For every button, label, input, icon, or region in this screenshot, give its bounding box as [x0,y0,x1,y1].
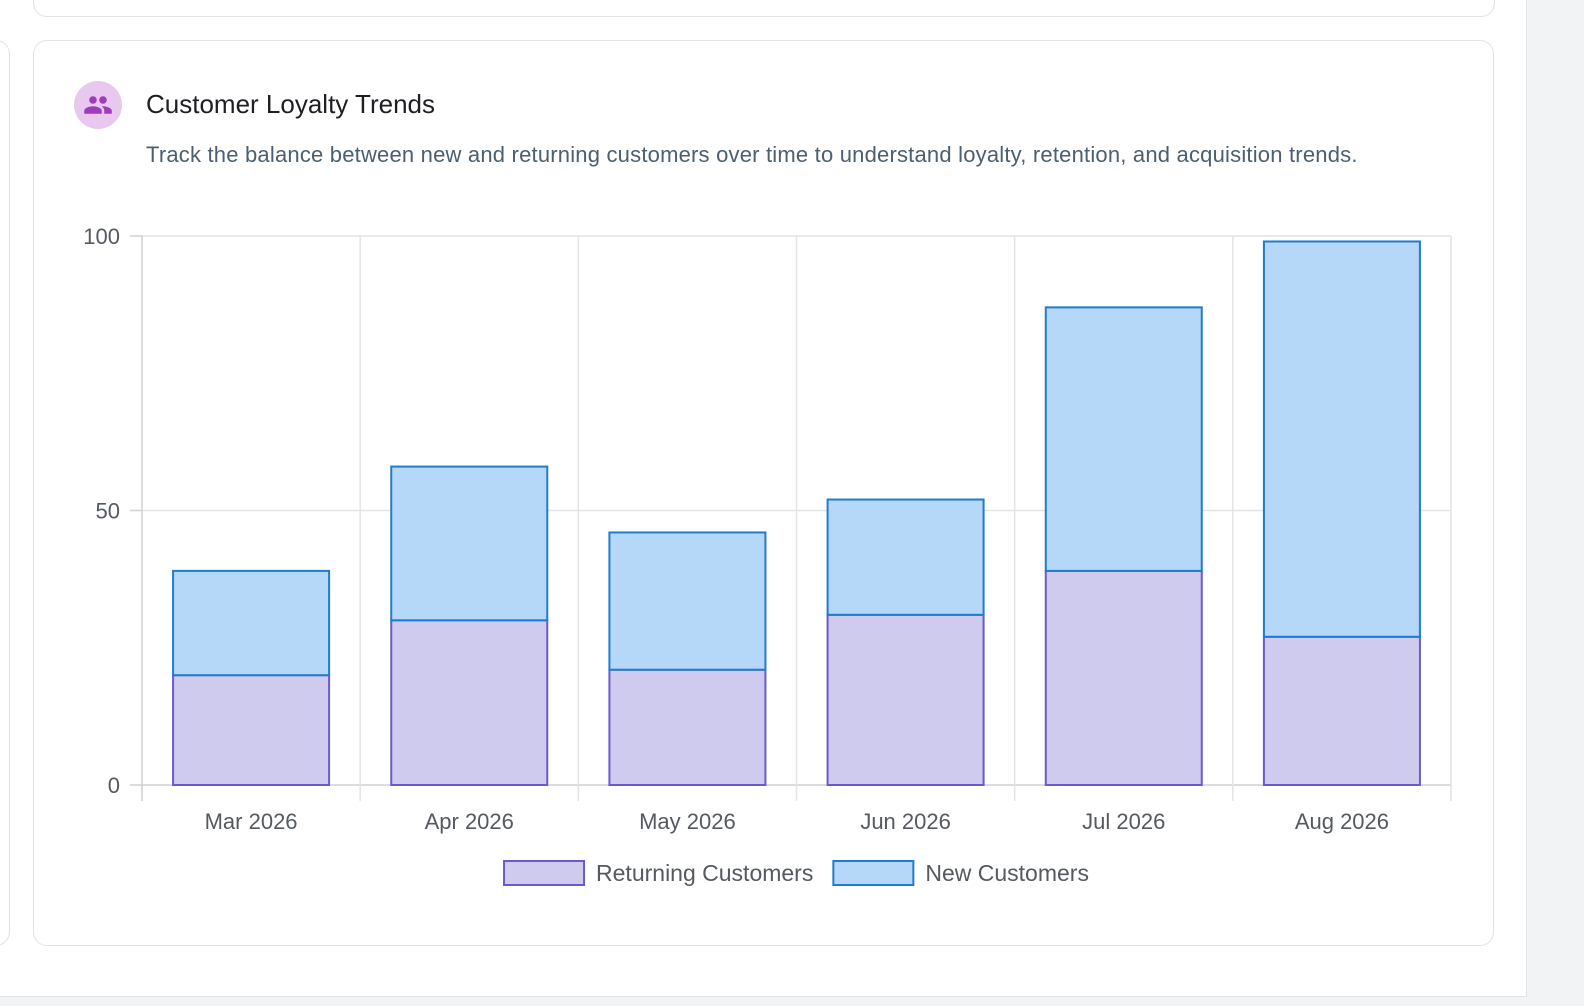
people-icon-glyph [84,96,112,114]
y-tick-label: 50 [96,499,120,524]
legend-swatch [832,860,915,886]
bar-returning [390,619,549,786]
bar-returning [1262,635,1421,787]
bar-new [1044,306,1203,572]
bar-new [608,531,767,671]
x-tick-label: Aug 2026 [1295,809,1389,834]
bar-new [826,498,985,616]
x-tick-label: Jun 2026 [860,809,951,834]
bar-new [390,465,549,622]
bar-returning [826,613,985,786]
x-tick-label: Apr 2026 [425,809,514,834]
x-tick-label: May 2026 [639,809,736,834]
loyalty-chart-card: Customer Loyalty Trends Track the balanc… [33,40,1494,946]
x-tick-label: Mar 2026 [205,809,298,834]
y-tick-label: 0 [108,773,120,798]
bar-returning [172,674,331,787]
card-subtitle: Track the balance between new and return… [146,142,1358,167]
bar-returning [608,668,767,787]
bar-new [1262,240,1421,638]
bar-returning [1044,569,1203,787]
y-tick-label: 100 [83,224,120,249]
legend-swatch [503,860,586,886]
bar-new [172,569,331,677]
x-tick-label: Jul 2026 [1082,809,1165,834]
legend-label: Returning Customers [596,860,813,886]
legend-label: New Customers [925,860,1089,886]
people-icon [74,81,122,129]
card-title: Customer Loyalty Trends [146,89,436,119]
